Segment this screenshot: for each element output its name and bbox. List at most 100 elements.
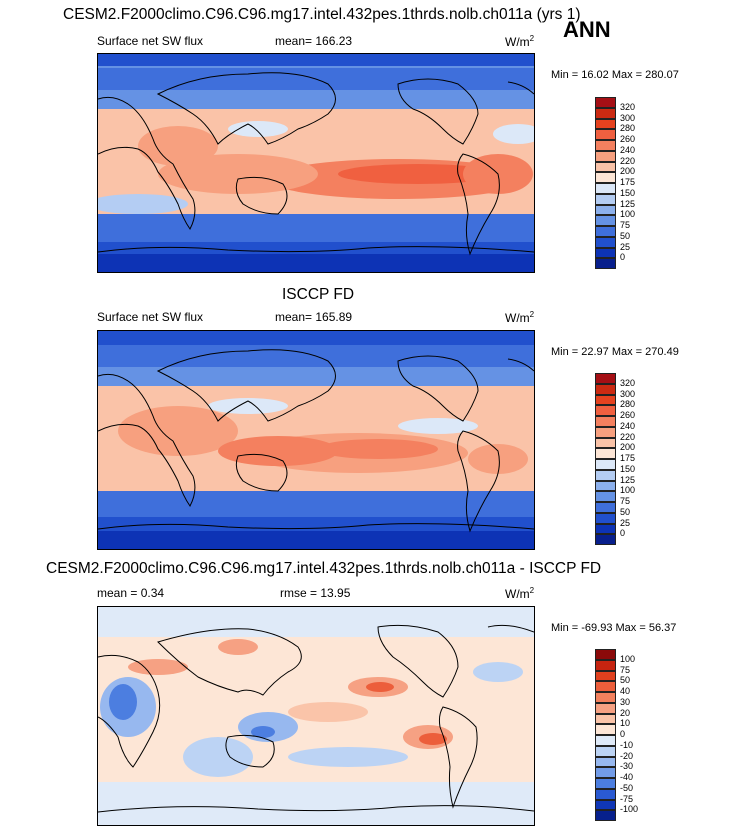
colorbar-label: 25 [620, 517, 631, 528]
colorbar-swatch [595, 724, 616, 735]
colorbar-swatch [595, 745, 616, 757]
colorbar-swatch [595, 713, 616, 725]
colorbar-label: -10 [620, 739, 634, 750]
panel1-map [97, 53, 535, 273]
colorbar-swatch [595, 523, 616, 535]
panel1-colorbar: 320 300 280 260 240 220 200 175 150 125 100 75 50 25 0 [595, 97, 635, 269]
colorbar-swatch [595, 735, 616, 746]
panel1-units: W/m2 [505, 34, 535, 49]
colorbar-label: 75 [620, 496, 631, 506]
colorbar-label: 10 [620, 718, 631, 729]
colorbar-label: 320 [620, 377, 636, 388]
panel2-minmax: Min = 22.97 Max = 270.49 [551, 346, 679, 358]
colorbar-label: 200 [620, 442, 636, 453]
colorbar-swatch [595, 204, 616, 216]
colorbar-label: 300 [620, 388, 636, 399]
colorbar-swatch [595, 193, 616, 205]
colorbar-swatch [595, 426, 616, 438]
panel2-units: W/m2 [505, 310, 535, 325]
colorbar-swatch [595, 670, 616, 682]
colorbar-swatch [595, 383, 616, 395]
colorbar-swatch [595, 767, 616, 778]
colorbar-label: 240 [620, 144, 636, 155]
panel3-rmse: rmse = 13.95 [280, 586, 351, 600]
colorbar-swatch [595, 692, 616, 703]
colorbar-label: 100 [620, 485, 636, 496]
colorbar-swatch [595, 810, 616, 821]
colorbar-swatch [595, 448, 616, 459]
colorbar-swatch [595, 649, 616, 660]
colorbar-label: -100 [620, 804, 639, 815]
panel2-colorbar: 320 300 280 260 240 220 200 175 150 125 100 75 50 25 0 [595, 373, 635, 545]
colorbar-swatch [595, 502, 616, 513]
colorbar-label: 320 [620, 101, 636, 112]
colorbar-label: 175 [620, 177, 636, 187]
colorbar-swatch [595, 172, 616, 183]
colorbar-swatch [595, 469, 616, 481]
colorbar-swatch [595, 236, 616, 248]
colorbar-swatch [595, 512, 616, 524]
colorbar-swatch [595, 140, 616, 151]
colorbar-swatch [595, 778, 616, 789]
panel3-mean: mean = 0.34 [97, 586, 165, 600]
colorbar-label: 75 [620, 664, 631, 675]
panel3-map [97, 606, 535, 826]
colorbar-label: 100 [620, 209, 636, 220]
panel1-variable: Surface net SW flux [97, 34, 204, 48]
colorbar-label: 40 [620, 686, 631, 696]
colorbar-label: 0 [620, 528, 626, 539]
colorbar-swatch [595, 659, 616, 671]
colorbar-label: 50 [620, 506, 631, 517]
panel3-title: CESM2.F2000climo.C96.C96.mg17.intel.432p… [46, 560, 602, 577]
colorbar-swatch [595, 491, 616, 502]
colorbar-label: -20 [620, 750, 634, 761]
colorbar-label: 300 [620, 112, 636, 123]
panel1-minmax: Min = 16.02 Max = 280.07 [551, 69, 679, 81]
colorbar-swatch [595, 129, 616, 140]
colorbar-label: 125 [620, 198, 636, 209]
colorbar-label: -30 [620, 761, 634, 772]
colorbar-label: 280 [620, 399, 636, 410]
panel3-minmax: Min = -69.93 Max = 56.37 [551, 622, 677, 634]
colorbar-swatch [595, 799, 616, 811]
colorbar-swatch [595, 437, 616, 449]
colorbar-swatch [595, 247, 616, 259]
colorbar-swatch [595, 756, 616, 768]
panel2-variable: Surface net SW flux [97, 310, 204, 324]
panel3-units: W/m2 [505, 586, 535, 601]
colorbar-swatch [595, 534, 616, 545]
colorbar-swatch [595, 161, 616, 173]
colorbar-swatch [595, 702, 616, 714]
colorbar-label: 50 [620, 675, 631, 686]
colorbar-swatch [595, 373, 616, 384]
colorbar-label: -40 [620, 772, 634, 782]
panel1-title: CESM2.F2000climo.C96.C96.mg17.intel.432p… [63, 6, 581, 23]
colorbar-label: 260 [620, 134, 636, 144]
colorbar-label: 20 [620, 707, 631, 718]
colorbar-label: 30 [620, 696, 631, 707]
colorbar-swatch [595, 394, 616, 406]
colorbar-label: 125 [620, 474, 636, 485]
panel1-mean: mean= 166.23 [275, 34, 353, 48]
panel3-colorbar: 100 75 50 40 30 20 10 0 -10 -20 -30 -40 -50 -75 -100 [595, 649, 638, 821]
colorbar-swatch [595, 788, 616, 800]
colorbar-label: 0 [620, 729, 626, 739]
colorbar-label: 0 [620, 252, 626, 263]
colorbar-label: 240 [620, 420, 636, 431]
panel2-title: ISCCP FD [282, 286, 355, 303]
panel2-map [97, 330, 535, 550]
colorbar-label: 220 [620, 155, 636, 166]
colorbar-label: 280 [620, 123, 636, 134]
colorbar-label: 260 [620, 410, 636, 420]
colorbar-swatch [595, 215, 616, 226]
colorbar-swatch [595, 480, 616, 492]
colorbar-swatch [595, 416, 616, 427]
colorbar-swatch [595, 118, 616, 130]
colorbar-swatch [595, 97, 616, 108]
colorbar-label: -75 [620, 793, 634, 804]
colorbar-swatch [595, 405, 616, 416]
colorbar-swatch [595, 226, 616, 237]
colorbar-label: 200 [620, 166, 636, 177]
colorbar-label: 75 [620, 220, 631, 230]
colorbar-swatch [595, 681, 616, 692]
